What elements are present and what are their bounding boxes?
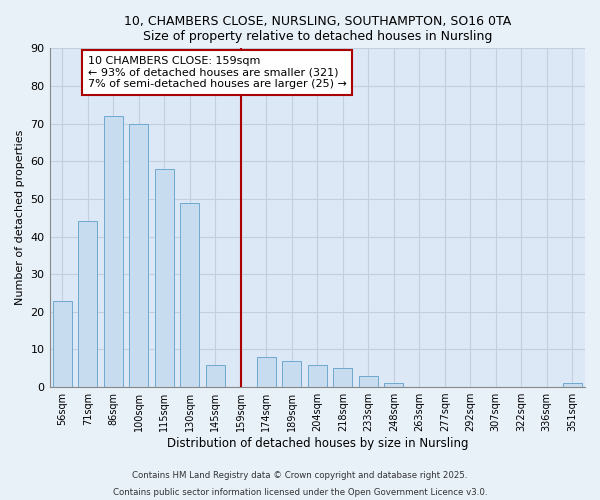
Bar	[129, 124, 148, 387]
Y-axis label: Number of detached properties: Number of detached properties	[15, 130, 25, 306]
Bar	[53, 300, 72, 387]
Bar	[282, 360, 301, 387]
Bar	[359, 376, 378, 387]
Title: 10, CHAMBERS CLOSE, NURSLING, SOUTHAMPTON, SO16 0TA
Size of property relative to: 10, CHAMBERS CLOSE, NURSLING, SOUTHAMPTO…	[124, 15, 511, 43]
Bar	[180, 202, 199, 387]
Bar	[104, 116, 123, 387]
Bar	[155, 169, 174, 387]
Bar	[257, 357, 276, 387]
Text: Contains public sector information licensed under the Open Government Licence v3: Contains public sector information licen…	[113, 488, 487, 497]
Bar	[563, 384, 582, 387]
X-axis label: Distribution of detached houses by size in Nursling: Distribution of detached houses by size …	[167, 437, 468, 450]
Bar	[206, 364, 225, 387]
Bar	[333, 368, 352, 387]
Bar	[308, 364, 327, 387]
Bar	[384, 384, 403, 387]
Bar	[78, 222, 97, 387]
Text: Contains HM Land Registry data © Crown copyright and database right 2025.: Contains HM Land Registry data © Crown c…	[132, 470, 468, 480]
Text: 10 CHAMBERS CLOSE: 159sqm
← 93% of detached houses are smaller (321)
7% of semi-: 10 CHAMBERS CLOSE: 159sqm ← 93% of detac…	[88, 56, 347, 89]
